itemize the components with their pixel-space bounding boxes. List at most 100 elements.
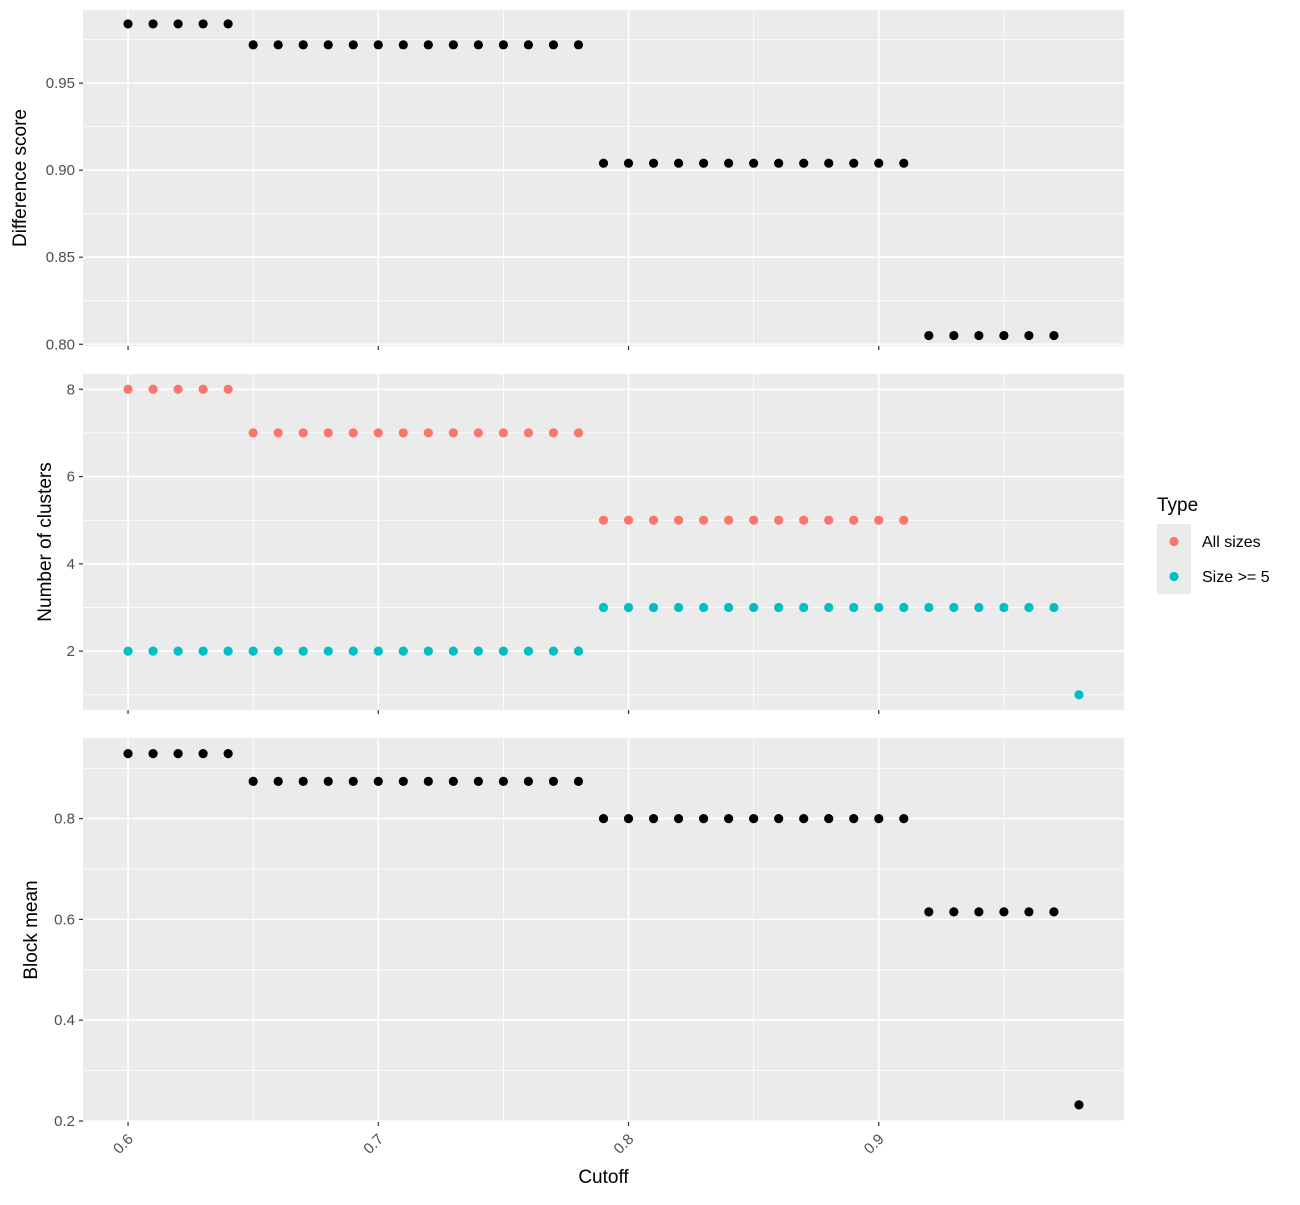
data-point [248,776,258,786]
data-point [273,776,283,786]
data-point [648,602,659,613]
data-point [173,19,183,29]
data-point [698,602,709,613]
data-point [398,776,408,786]
data-point [598,814,609,824]
x-tick-label: 0.9 [861,1131,888,1158]
data-point [498,646,509,656]
data-point [448,646,458,656]
data-point [298,40,308,50]
data-point [473,776,483,786]
data-point [273,428,283,438]
data-point [698,814,709,824]
data-point [949,330,959,341]
data-point [974,907,984,917]
data-point [999,602,1009,613]
data-point [999,907,1009,917]
data-point [849,158,859,168]
data-point [824,814,834,824]
data-point [648,814,659,824]
data-point [799,515,809,525]
data-point [573,40,584,50]
y-axis-title: Number of clusters [35,462,56,621]
data-point [548,776,559,786]
data-point [273,40,283,50]
data-point [899,158,909,168]
data-point [473,646,483,656]
data-point [298,776,308,786]
data-point [749,515,759,525]
data-point [523,428,534,438]
data-point [673,515,684,525]
data-point [573,646,584,656]
data-point [398,646,408,656]
data-point [198,646,208,656]
data-point [598,158,609,168]
data-point [573,428,584,438]
data-point [498,776,509,786]
data-point [874,158,884,168]
data-point [498,40,509,50]
legend-key-point [1169,571,1179,582]
data-point [423,776,433,786]
data-point [623,602,634,613]
y-tick-label: 0.6 [54,911,75,928]
data-point [924,330,934,341]
data-point [248,40,258,50]
data-point [648,515,659,525]
data-point [724,158,734,168]
y-tick-label: 0.95 [46,75,75,92]
data-point [348,428,358,438]
data-point [148,646,158,656]
data-point [323,646,333,656]
x-tick-label: 0.7 [360,1131,387,1158]
data-point [473,428,483,438]
data-point [548,646,559,656]
data-point [774,515,784,525]
data-point [123,19,133,29]
data-point [899,602,909,613]
data-point [1024,330,1034,341]
data-point [373,646,383,656]
data-point [849,814,859,824]
data-point [398,40,408,50]
data-point [598,515,609,525]
data-point [774,602,784,613]
y-tick-label: 0.90 [46,162,75,179]
data-point [799,602,809,613]
data-point [1049,602,1059,613]
data-point [949,907,959,917]
data-point [673,814,684,824]
data-point [248,646,258,656]
data-point [423,40,433,50]
data-point [1024,907,1034,917]
data-point [298,428,308,438]
data-point [899,814,909,824]
data-point [373,428,383,438]
data-point [924,602,934,613]
data-point [598,602,609,613]
legend-key-point [1169,536,1179,547]
data-point [148,749,158,759]
data-point [974,330,984,341]
data-point [799,158,809,168]
data-point [173,384,183,394]
data-point [423,646,433,656]
data-point [173,749,183,759]
data-point [198,749,208,759]
data-point [323,40,333,50]
panel-background [83,10,1124,346]
x-tick-label: 0.6 [110,1131,137,1158]
legend-label: All sizes [1202,534,1261,551]
data-point [824,602,834,613]
legend-title: Type [1157,495,1198,516]
data-point [448,428,458,438]
data-point [749,602,759,613]
data-point [774,814,784,824]
y-tick-label: 0.85 [46,249,75,266]
data-point [323,428,333,438]
data-point [548,428,559,438]
y-tick-label: 0.80 [46,336,75,353]
x-tick-label: 0.8 [611,1131,638,1158]
